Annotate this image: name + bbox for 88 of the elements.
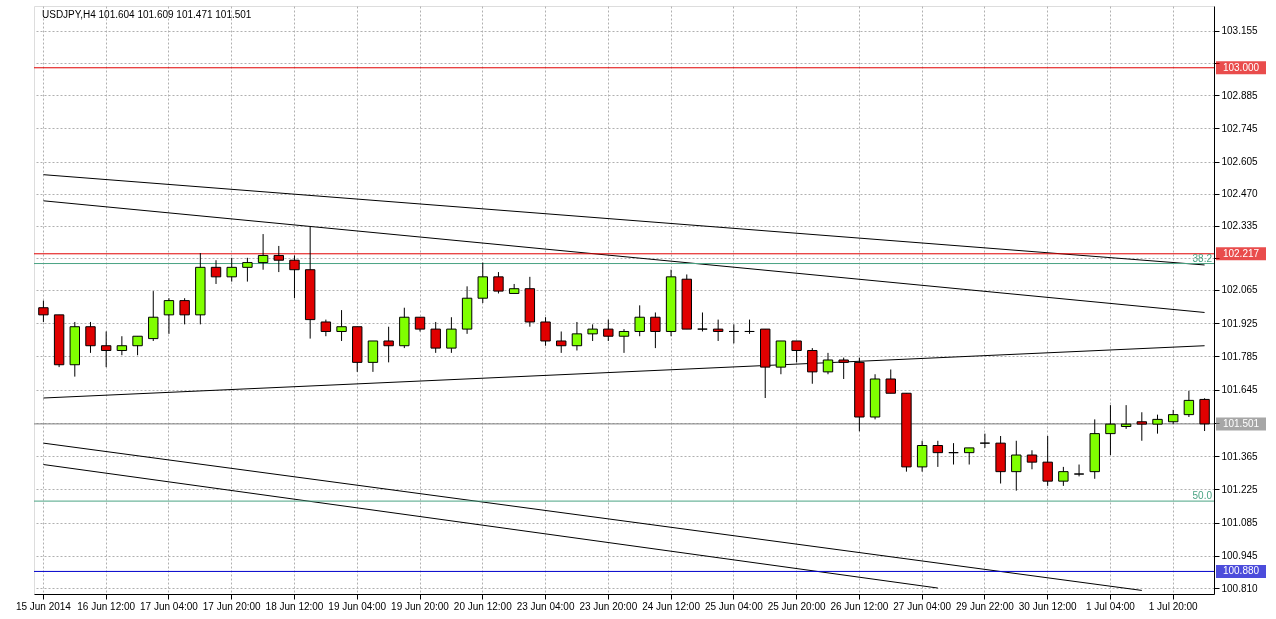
candlestick (1011, 440, 1022, 492)
candlestick (210, 259, 222, 285)
candlestick (1105, 404, 1116, 456)
y-tick-label: 100.810 (1221, 582, 1259, 594)
y-tick-label: 102.470 (1221, 188, 1259, 200)
x-tick-label: 25 Jun 04:00 (704, 600, 764, 612)
ref-line-label: 102.217 (1222, 247, 1260, 259)
x-tick-label: 26 Jun 12:00 (830, 600, 889, 612)
candlestick (697, 311, 708, 332)
y-tick-label: 101.645 (1221, 384, 1259, 396)
x-tick-label: 25 Jun 20:00 (767, 600, 826, 612)
candlestick (1120, 404, 1132, 430)
x-tick-label: 17 Jun 20:00 (202, 600, 262, 612)
candlestick (838, 357, 849, 380)
candlestick (100, 330, 112, 368)
candlestick (1073, 464, 1085, 477)
y-tick-label: 101.085 (1221, 517, 1259, 529)
candlestick (1058, 466, 1069, 487)
candlestick (634, 304, 645, 337)
candlestick (932, 440, 944, 468)
x-tick-label: 19 Jun 20:00 (391, 600, 450, 612)
candlestick (226, 257, 237, 283)
chart-title: USDJPY,H4 101.604 101.609 101.471 101.501 (42, 9, 252, 20)
x-tick-label: 23 Jun 20:00 (579, 600, 638, 612)
x-tick-label: 24 Jun 12:00 (642, 600, 701, 612)
ref-line-label: 103.000 (1222, 61, 1260, 73)
y-tick-label: 102.745 (1221, 122, 1259, 134)
candlestick (163, 297, 175, 335)
ref-line-label: 100.880 (1222, 565, 1260, 577)
candlestick (383, 326, 394, 363)
candlestick (446, 316, 457, 354)
candlestick (242, 257, 253, 283)
annotation: 38.2 (1192, 252, 1213, 264)
candlestick (979, 433, 991, 449)
y-tick-label: 102.605 (1221, 156, 1259, 168)
candlestick (916, 440, 928, 473)
candlestick (556, 330, 567, 354)
x-tick-label: 29 Jun 22:00 (955, 600, 1015, 612)
candlestick (367, 340, 379, 373)
x-tick-label: 1 Jul 20:00 (1148, 600, 1199, 612)
candlestick (148, 290, 159, 342)
y-tick-label: 100.945 (1221, 550, 1259, 562)
x-tick-label: 23 Jun 04:00 (516, 600, 575, 612)
y-tick-label: 101.785 (1221, 350, 1259, 362)
candlestick (257, 233, 269, 271)
candlestick (336, 309, 347, 342)
x-tick-label: 1 Jul 04:00 (1085, 600, 1136, 612)
y-tick-label: 101.925 (1221, 317, 1259, 329)
ref-line-label: 101.501 (1222, 417, 1260, 429)
candlestick (38, 300, 49, 323)
x-tick-label: 27 Jun 04:00 (893, 600, 952, 612)
candlestick (477, 262, 488, 304)
candlestick (712, 319, 724, 342)
candlestick (116, 335, 128, 356)
candlestick (179, 297, 190, 325)
y-tick-label: 101.225 (1221, 483, 1259, 495)
candlestick (430, 321, 441, 354)
candlestick (1042, 435, 1053, 487)
y-tick-label: 102.335 (1221, 220, 1259, 232)
x-tick-label: 30 Jun 12:00 (1018, 600, 1078, 612)
candlestick (1026, 449, 1038, 470)
candlestick (493, 271, 504, 294)
x-tick-label: 16 Jun 12:00 (77, 600, 136, 612)
candlestick (1136, 411, 1148, 442)
candlestick (650, 311, 661, 349)
candlestick (571, 321, 583, 351)
candlestick (618, 328, 630, 354)
candlestick (728, 323, 740, 344)
candlestick (540, 316, 551, 347)
candlestick (822, 352, 834, 375)
x-tick-label: 18 Jun 12:00 (265, 600, 324, 612)
candlestick (132, 335, 143, 356)
x-tick-label: 17 Jun 04:00 (140, 600, 199, 612)
x-tick-label: 19 Jun 04:00 (328, 600, 387, 612)
y-tick-label: 101.365 (1221, 450, 1259, 462)
candlestick (603, 319, 614, 342)
x-tick-label: 20 Jun 12:00 (453, 600, 513, 612)
x-tick-label: 15 Jun 2014 (15, 600, 72, 612)
y-tick-label: 102.885 (1221, 89, 1259, 101)
y-tick-label: 103.155 (1221, 25, 1259, 37)
candlestick (1183, 390, 1195, 418)
candlestick (1152, 414, 1163, 435)
y-tick-label: 102.065 (1221, 284, 1259, 296)
candlestick (948, 442, 959, 466)
candlestick (85, 321, 96, 354)
candlestick (885, 368, 896, 394)
annotation: 50.0 (1192, 490, 1213, 502)
candlestick (744, 319, 755, 335)
